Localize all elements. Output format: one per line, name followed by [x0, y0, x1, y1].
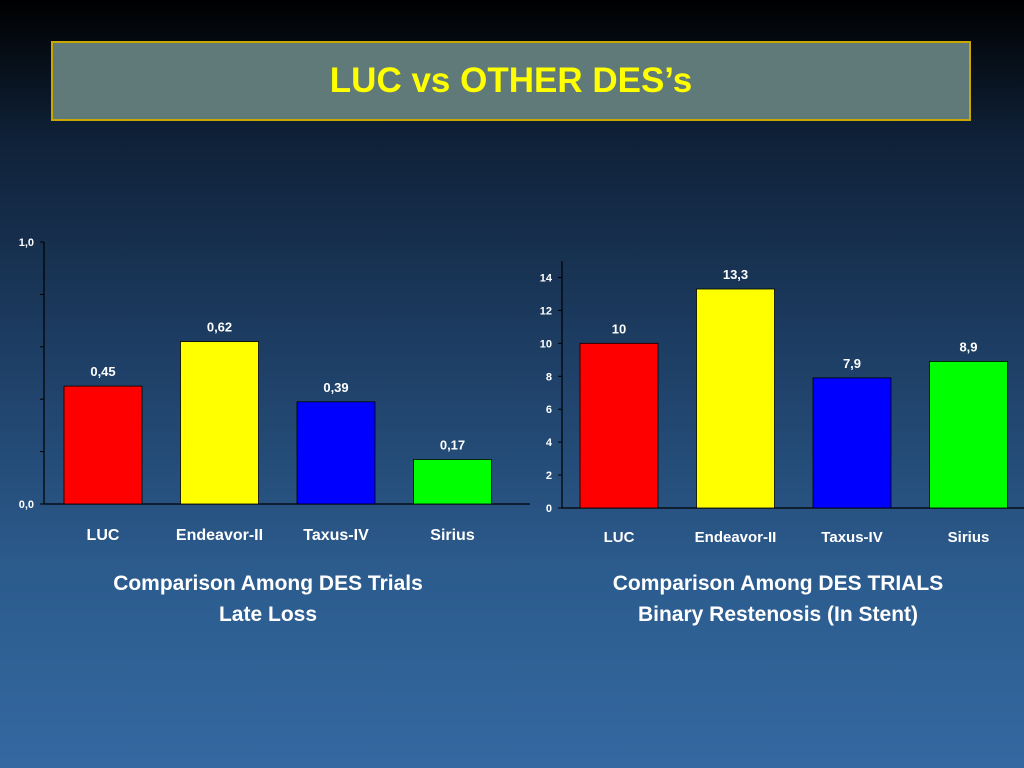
late-loss-category-label: LUC — [87, 527, 120, 544]
restenosis-category-label: Sirius — [948, 529, 990, 546]
late-loss-caption: Comparison Among DES Trials Late Loss — [38, 568, 498, 630]
late-loss-category-label: Sirius — [430, 527, 475, 544]
late-loss-bar — [413, 459, 492, 505]
restenosis-caption-line-2: Binary Restenosis (In Stent) — [637, 603, 919, 626]
restenosis-category-label: Endeavor-II — [695, 529, 777, 546]
restenosis-value-label: 13,3 — [723, 267, 748, 282]
late-loss-bar — [296, 401, 376, 505]
late-loss-category-label: Taxus-IV — [303, 527, 369, 544]
late-loss-caption-line-2: Late Loss — [218, 603, 318, 626]
slide-title: LUC vs OTHER DES’s — [329, 61, 693, 100]
late-loss-value-label: 0,45 — [90, 364, 115, 379]
restenosis-y-tick-label: 14 — [540, 272, 553, 284]
restenosis-bar — [579, 342, 659, 509]
restenosis-y-tick-label: 0 — [546, 503, 552, 515]
late-loss-bar — [63, 385, 143, 505]
restenosis-y-tick-label: 8 — [546, 371, 552, 383]
restenosis-y-tick-label: 12 — [540, 305, 552, 317]
late-loss-y-tick-label: 0,0 — [19, 499, 34, 511]
restenosis-caption: Comparison Among DES TRIALS Binary Reste… — [548, 568, 1008, 630]
restenosis-category-label: Taxus-IV — [821, 529, 882, 546]
restenosis-y-tick-label: 6 — [546, 404, 552, 416]
late-loss-category-label: Endeavor-II — [176, 527, 263, 544]
restenosis-y-tick-label: 2 — [546, 470, 552, 482]
restenosis-bar — [812, 377, 892, 509]
late-loss-bar — [180, 341, 259, 505]
restenosis-y-tick-label: 10 — [540, 338, 552, 350]
restenosis-value-label: 7,9 — [843, 356, 861, 371]
restenosis-bar — [929, 361, 1008, 509]
late-loss-value-label: 0,39 — [323, 380, 348, 395]
late-loss-caption-line-1: Comparison Among DES Trials — [113, 572, 423, 595]
late-loss-y-tick-label: 1,0 — [19, 237, 34, 249]
title-banner: LUC vs OTHER DES’s — [51, 41, 971, 121]
restenosis-value-label: 8,9 — [959, 339, 977, 354]
restenosis-category-label: LUC — [604, 529, 635, 546]
late-loss-value-label: 0,17 — [440, 437, 465, 452]
restenosis-value-label: 10 — [612, 321, 626, 336]
restenosis-caption-line-1: Comparison Among DES TRIALS — [612, 572, 944, 595]
late-loss-value-label: 0,62 — [207, 320, 232, 335]
restenosis-bar — [696, 288, 775, 509]
restenosis-y-tick-label: 4 — [546, 437, 553, 449]
